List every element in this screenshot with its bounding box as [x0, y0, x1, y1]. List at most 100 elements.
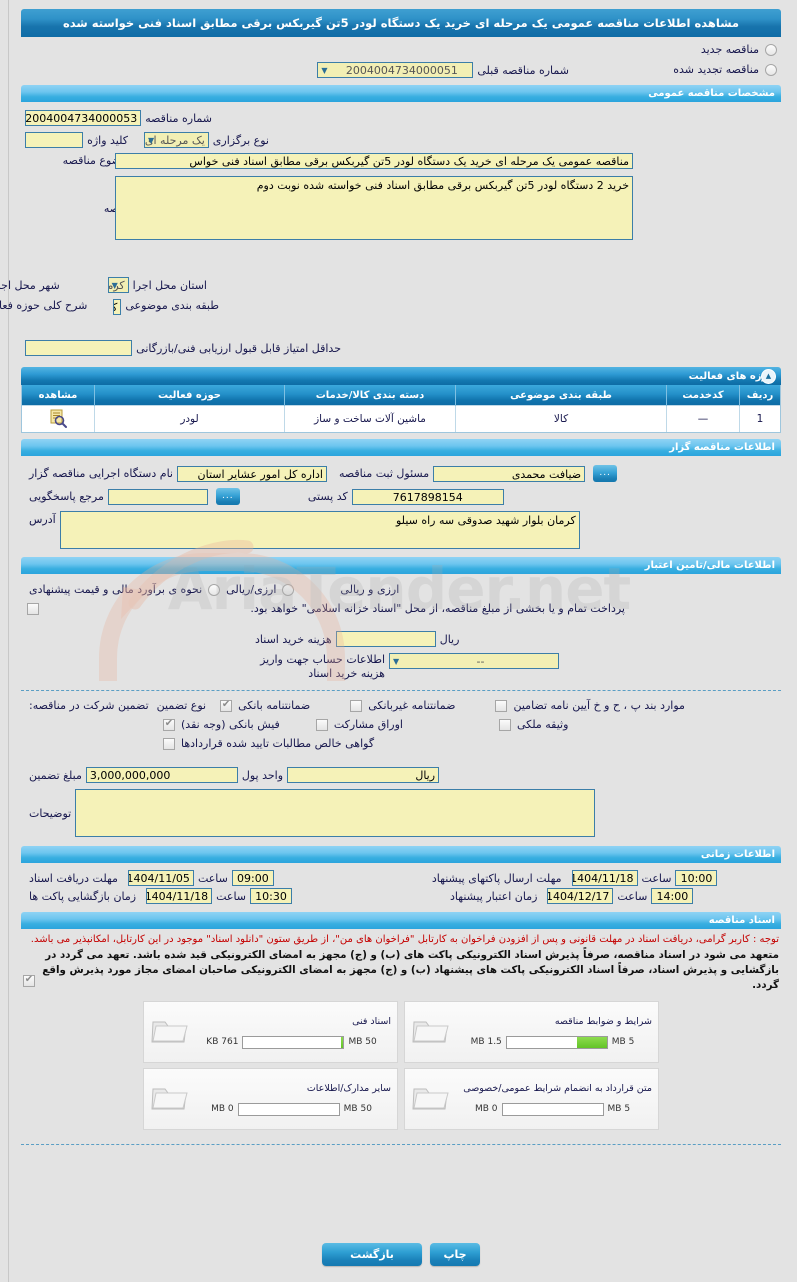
contact-browse-button[interactable]: ...	[216, 488, 241, 505]
previous-tender-number-select[interactable]: 2004004734000051	[318, 62, 475, 78]
guarantee-opt-2-checkbox[interactable]	[351, 699, 364, 712]
guarantee-body: موارد بند پ ، ح و خ آیین نامه تضامین ضما…	[10, 697, 794, 840]
organizer-body: ... ضیافت محمدی مسئول ثبت مناقصه اداره ک…	[10, 456, 794, 552]
guarantee-opt-7-label: گواهی خالص مطالبات تایید شده قراردادها	[182, 737, 376, 750]
file-card[interactable]: اسناد فنی 50 MB 761 KB	[144, 1001, 399, 1063]
radio-currency-rial[interactable]	[209, 583, 222, 596]
file-card[interactable]: شرایط و ضوابط مناقصه 5 MB 1.5 MB	[405, 1001, 660, 1063]
proposal-valid-date: 1404/12/17	[548, 888, 615, 904]
documents-warning-text: توجه : کاربر گرامی، دریافت اسناد در مهلت…	[31, 934, 780, 945]
registrar-value: ضیافت محمدی	[434, 465, 587, 482]
guarantee-opt-5-checkbox[interactable]	[316, 718, 329, 731]
document-search-icon[interactable]	[48, 408, 70, 431]
section-organizer-header: اطلاعات مناقصه گزار	[22, 439, 782, 456]
cell-service-code: —	[667, 405, 741, 432]
registrar-label: مسئول ثبت مناقصه	[339, 467, 431, 480]
back-button[interactable]: بازگشت	[323, 1243, 423, 1266]
documents-commitment-checkbox[interactable]	[24, 974, 36, 987]
contact-label: مرجع پاسخگویی	[30, 490, 105, 503]
account-label: اطلاعات حساب جهت واریز هزینه خرید اسناد	[261, 653, 386, 680]
table-header-row: ردیف کدخدمت طبقه بندی موضوعی دسته بندی ک…	[23, 385, 781, 406]
print-button[interactable]: چاپ	[431, 1243, 481, 1266]
chevron-up-icon[interactable]: ▲	[762, 369, 777, 384]
radio-renewed-tender-input[interactable]	[766, 63, 778, 76]
min-score-input[interactable]	[26, 340, 134, 356]
row-doc-cost: ریال هزینه خرید اسناد	[10, 619, 794, 650]
guarantee-notes-label: توضیحات	[30, 807, 73, 820]
col-goods-category: دسته بندی کالا/خدمات	[285, 385, 457, 406]
proposal-send-hour-label: ساعت	[642, 871, 673, 885]
account-select[interactable]: --	[390, 653, 560, 669]
keyword-input[interactable]	[26, 132, 85, 148]
radio-new-tender-input[interactable]	[766, 43, 778, 56]
cell-subject-category: کالا	[456, 405, 668, 432]
holding-type-label: نوع برگزاری	[213, 133, 270, 147]
postal-code-value: 7617898154	[352, 488, 505, 505]
table-row: 1 — کالا ماشین آلات ساخت و ساز لودر	[23, 405, 781, 432]
tender-number-label: شماره مناقصه	[146, 111, 213, 125]
row-estimate-method: ارزی و ریالی ارزی/ریالی نحوه ی برآورد ما…	[10, 580, 794, 599]
guarantee-opt-7-checkbox[interactable]	[164, 737, 176, 750]
envelope-open-time: 10:30	[251, 888, 294, 904]
file-size-meter	[238, 1102, 341, 1116]
row-guarantee-line1: موارد بند پ ، ح و خ آیین نامه تضامین ضما…	[10, 697, 794, 715]
executive-org-label: نام دستگاه اجرایی مناقصه گزار	[30, 467, 174, 480]
guarantee-opt-1-checkbox[interactable]	[221, 699, 234, 712]
holding-type-select[interactable]: یک مرحله ای	[145, 132, 210, 148]
section-activity-areas-header: حوزه های فعالیت ▲	[22, 367, 782, 385]
doc-cost-input[interactable]	[336, 631, 437, 647]
guarantee-opt-4-checkbox[interactable]	[164, 718, 176, 731]
guarantee-notes-textarea[interactable]	[76, 789, 597, 837]
guarantee-type-label: نوع تضمین	[157, 699, 208, 712]
row-address: کرمان بلوار شهید صدوقی سه راه سیلو آدرس	[10, 508, 794, 552]
section-general-header: مشخصات مناقصه عمومی	[22, 85, 782, 102]
file-size-meter	[506, 1035, 609, 1049]
radio-renewed-tender[interactable]: مناقصه تجدید شده	[670, 63, 780, 76]
radio-renewed-tender-label: مناقصه تجدید شده	[674, 63, 760, 76]
doc-cost-label: هزینه خرید اسناد	[256, 632, 333, 646]
section-documents-title: اسناد مناقصه	[709, 915, 776, 926]
description-textarea[interactable]: خرید 2 دستگاه لودر 5تن گیربکس برقی مطابق…	[116, 176, 634, 240]
file-size-row: 50 MB 761 KB	[151, 1035, 392, 1049]
file-current-size: 761 KB	[207, 1037, 240, 1047]
row-guarantee-line2: وثیقه ملکی اوراق مشارکت فیش بانکی (وجه ن…	[10, 715, 794, 734]
doc-receive-label: مهلت دریافت اسناد	[30, 871, 119, 885]
folder-icon	[412, 1014, 452, 1046]
section-finance-header: اطلاعات مالی/تامین اعتبار	[22, 557, 782, 574]
organizer-browse-button[interactable]: ...	[594, 465, 619, 482]
tender-type-block: مناقصه جدید مناقصه تجدید شده شماره مناقص…	[10, 37, 794, 85]
estimate-option-rial-label: ارزی/ریالی	[227, 583, 278, 596]
col-subject-category: طبقه بندی موضوعی	[456, 385, 668, 406]
radio-new-tender-label: مناقصه جدید	[701, 43, 760, 56]
contact-value[interactable]	[108, 488, 209, 505]
cell-view[interactable]	[23, 405, 96, 432]
envelope-open-hour-label: ساعت	[217, 889, 248, 903]
estimate-option-currency-rial-label: ارزی و ریالی	[341, 583, 401, 596]
file-name: اسناد فنی	[353, 1015, 392, 1027]
guarantee-opt-6-checkbox[interactable]	[500, 718, 512, 731]
guarantee-amount-value: 3,000,000,000	[86, 767, 239, 783]
address-label: آدرس	[30, 513, 57, 526]
file-card[interactable]: سایر مدارک/اطلاعات 50 MB 0 MB	[144, 1068, 399, 1130]
radio-currency-and-rial[interactable]	[283, 583, 296, 596]
documents-notes: توجه : کاربر گرامی، دریافت اسناد در مهلت…	[10, 929, 794, 993]
divider-footer	[22, 1144, 782, 1145]
keyword-label: کلید واژه	[88, 133, 130, 147]
file-name: شرایط و ضوابط مناقصه	[555, 1015, 653, 1027]
file-max-size: 5 MB	[608, 1104, 632, 1114]
col-index: ردیف	[740, 385, 781, 406]
radio-new-tender[interactable]: مناقصه جدید	[698, 43, 780, 56]
doc-receive-date: 1404/11/05	[128, 870, 195, 886]
file-card[interactable]: متن قرارداد به انضمام شرایط عمومی/خصوصی …	[405, 1068, 660, 1130]
row-guarantee-notes: توضیحات	[10, 786, 794, 840]
category-label: طبقه بندی موضوعی	[126, 299, 220, 312]
province-select[interactable]: کرمان	[108, 277, 130, 293]
row-timing-1: 10:00 ساعت 1404/11/18 مهلت ارسال پاکتهای…	[10, 867, 794, 887]
treasury-note-checkbox[interactable]	[28, 603, 40, 615]
cell-index: 1	[740, 405, 781, 432]
subject-input[interactable]: مناقصه عمومی یک مرحله ای خرید یک دستگاه …	[116, 152, 634, 169]
guarantee-opt-3-checkbox[interactable]	[496, 699, 509, 712]
province-label: استان محل اجرا	[133, 278, 208, 292]
